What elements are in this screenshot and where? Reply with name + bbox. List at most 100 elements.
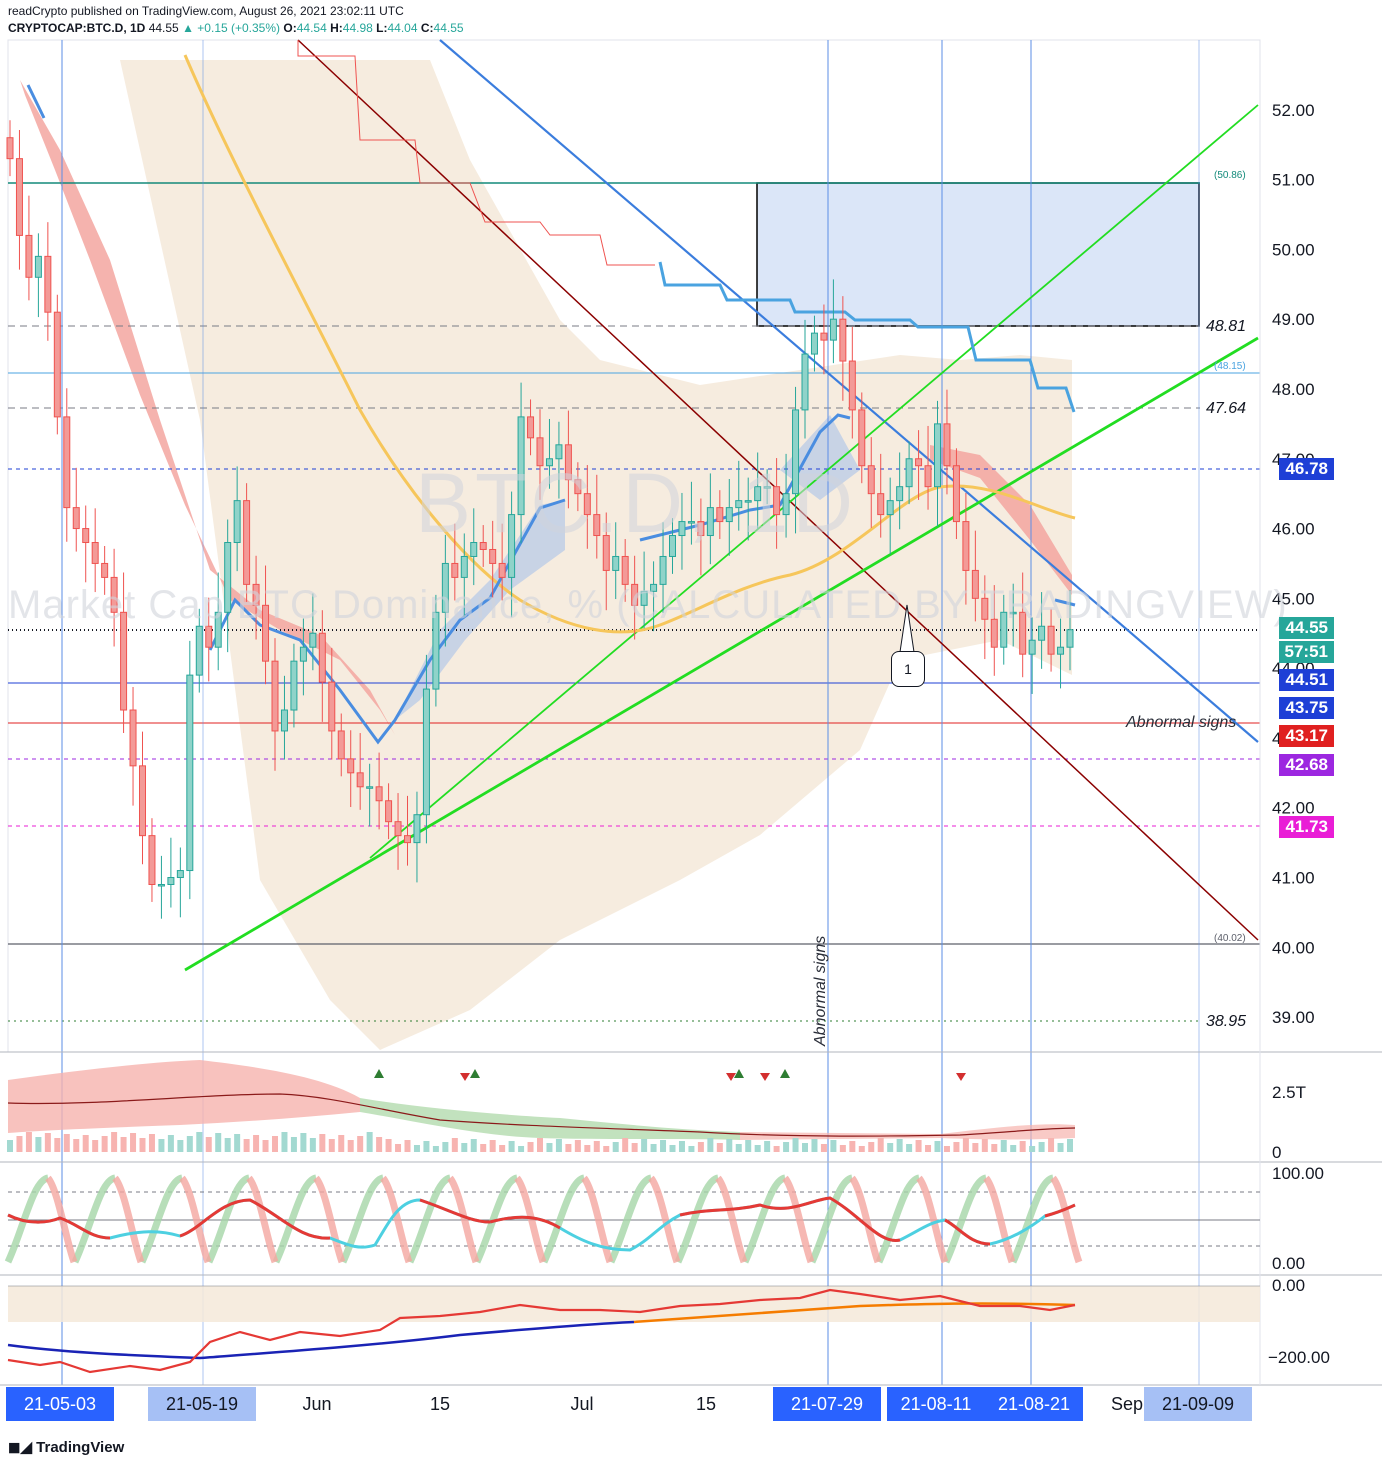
candle-body — [82, 528, 90, 544]
volume-bar — [555, 1139, 562, 1152]
volume-bar — [678, 1141, 685, 1152]
price-tick: 41.00 — [1272, 869, 1315, 888]
price-tick: 49.00 — [1272, 310, 1315, 329]
volume-bar — [404, 1140, 411, 1152]
volume-bar — [130, 1133, 137, 1152]
candle-body — [6, 137, 14, 160]
volume-bar — [234, 1134, 241, 1152]
volume-bar — [470, 1139, 477, 1152]
candle-body — [650, 583, 658, 592]
volume-pane — [7, 1060, 1076, 1152]
volume-bar — [111, 1132, 118, 1152]
bottom-axis-zero: 0.00 — [1272, 1276, 1306, 1295]
candle-body — [280, 709, 288, 732]
publish-line: readCrypto published on TradingView.com,… — [8, 4, 404, 18]
volume-bar — [887, 1143, 894, 1152]
candle-body — [498, 562, 506, 578]
candle-body — [659, 555, 667, 585]
volume-bar — [451, 1138, 458, 1152]
ohlc-legend: CRYPTOCAP:BTC.D, 1D 44.55 ▲ +0.15 (+0.35… — [8, 21, 464, 35]
volume-bar — [54, 1138, 61, 1152]
candlestick-series — [6, 120, 1074, 919]
osc-axis-min: 0.00 — [1272, 1254, 1306, 1273]
volume-bar — [272, 1136, 278, 1152]
volume-bar — [25, 1132, 32, 1152]
price-axis: 52.0051.0050.0049.0048.0047.0046.0045.00… — [1272, 101, 1315, 1027]
candle-body — [337, 730, 345, 760]
candle-body — [139, 765, 146, 837]
x-tick-sep: Sep — [1110, 1394, 1144, 1414]
vertical-date-lines — [61, 40, 1200, 1385]
candle-body — [1000, 611, 1008, 648]
volume-bar — [641, 1139, 648, 1152]
x-tick-jul: Jul — [570, 1394, 594, 1414]
volume-bar — [991, 1144, 998, 1152]
volume-bar — [660, 1140, 667, 1152]
date-chip-0909: 21-09-09 — [1144, 1387, 1252, 1421]
candle-body — [669, 535, 676, 557]
volume-bar — [461, 1143, 468, 1152]
candle-body — [602, 535, 610, 571]
candle-body — [110, 576, 118, 613]
candle-body — [631, 583, 639, 606]
candle-body — [810, 332, 818, 355]
volume-bar — [669, 1145, 676, 1152]
candle-body — [15, 158, 23, 236]
candle-body — [848, 360, 856, 411]
volume-bar — [338, 1135, 345, 1152]
volume-bar — [262, 1140, 269, 1152]
ma-blue — [26, 84, 1076, 745]
candle-body — [470, 542, 478, 557]
candle-body — [839, 318, 847, 362]
candle-body — [479, 542, 487, 550]
volume-bar — [962, 1138, 969, 1152]
volume-bar — [489, 1140, 496, 1152]
volume-bar — [783, 1142, 790, 1152]
candle-body — [640, 590, 648, 606]
candle-body — [687, 521, 695, 524]
volume-bar — [546, 1143, 553, 1152]
resistance-box — [756, 182, 1200, 327]
candle-body — [129, 709, 137, 767]
volume-bar — [603, 1146, 610, 1152]
volume-bar — [442, 1142, 449, 1152]
price-tick: 39.00 — [1272, 1008, 1315, 1027]
volume-bar — [1010, 1145, 1017, 1152]
volume-bar — [1019, 1141, 1026, 1152]
date-chip-0811: 21-08-11 — [887, 1387, 985, 1421]
symbol-label[interactable]: CRYPTOCAP:BTC.D, 1D — [8, 21, 146, 35]
osc-axis-max: 100.00 — [1272, 1164, 1324, 1183]
oscillator-pane — [4, 1174, 1260, 1264]
volume-bar — [716, 1143, 723, 1152]
volume-bar — [35, 1137, 42, 1152]
volume-bar — [584, 1145, 591, 1152]
candle-body — [243, 500, 251, 585]
candle-body — [943, 423, 951, 467]
volume-bar — [764, 1141, 771, 1152]
x-tick-15-jul: 15 — [695, 1394, 717, 1414]
volume-bar — [650, 1144, 657, 1152]
candle-body — [1019, 611, 1027, 655]
tradingview-logo[interactable]: ◼◢ TradingView — [8, 1439, 125, 1456]
candle-body — [1057, 646, 1065, 655]
price-label-last: 44.55 — [1279, 617, 1334, 639]
candle-body — [1028, 639, 1036, 655]
volume-bar — [773, 1146, 780, 1152]
candle-body — [460, 555, 468, 578]
close-value: 44.55 — [433, 21, 464, 35]
volume-bar — [934, 1141, 941, 1152]
level-48-81: 48.81 — [1206, 318, 1247, 335]
volume-bar — [754, 1145, 761, 1152]
volume-bar — [820, 1144, 827, 1152]
candle-body — [981, 597, 989, 620]
candle-body — [754, 486, 762, 502]
date-chip-0503: 21-05-03 — [6, 1387, 114, 1421]
price-tick: 40.00 — [1272, 938, 1315, 957]
volume-bar — [395, 1144, 402, 1152]
volume-bar — [423, 1141, 430, 1152]
candle-body — [735, 500, 743, 509]
candle-body — [186, 674, 194, 872]
volume-bar — [868, 1142, 875, 1152]
volume-bar — [735, 1144, 742, 1152]
volume-bar — [1029, 1146, 1036, 1152]
